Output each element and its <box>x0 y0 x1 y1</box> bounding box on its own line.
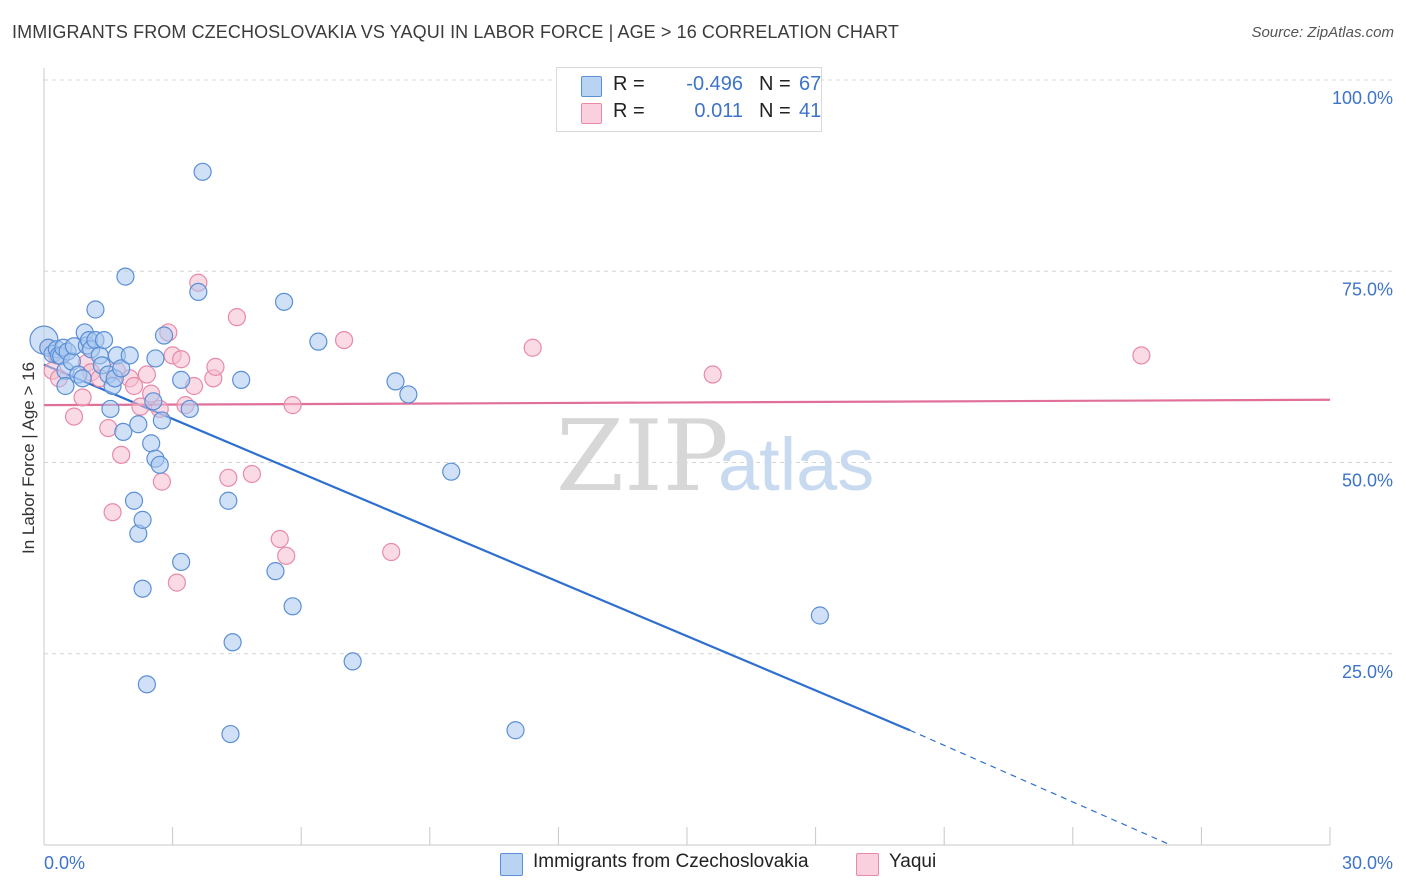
point-yaqui <box>703 365 722 384</box>
point-czechoslovakia <box>150 455 169 474</box>
legend-n-label: N = <box>759 100 791 122</box>
point-yaqui <box>137 365 156 384</box>
point-czechoslovakia <box>137 675 156 694</box>
point-czechoslovakia <box>274 292 294 311</box>
point-czechoslovakia <box>129 415 148 434</box>
point-yaqui <box>219 468 238 487</box>
point-czechoslovakia <box>283 597 302 616</box>
x-tick-label: 0.0% <box>44 853 85 873</box>
grid-lines <box>44 79 1394 655</box>
point-yaqui <box>73 388 92 407</box>
point-czechoslovakia <box>266 562 285 581</box>
point-yaqui <box>334 331 354 350</box>
point-czechoslovakia <box>386 372 405 391</box>
point-yaqui <box>242 464 262 484</box>
y-tick-label: 100.0% <box>1332 88 1393 108</box>
point-yaqui <box>99 418 118 438</box>
point-czechoslovakia <box>94 331 114 350</box>
point-czechoslovakia <box>219 491 238 510</box>
zipatlas-watermark: ZIP atlas <box>556 400 874 514</box>
legend-n-label: N = <box>759 73 791 95</box>
point-czechoslovakia <box>343 652 362 671</box>
point-yaqui <box>227 308 246 327</box>
point-yaqui <box>103 503 122 522</box>
data-points <box>29 162 1151 744</box>
point-czechoslovakia <box>133 510 152 529</box>
point-yaqui <box>270 529 289 549</box>
point-czechoslovakia <box>112 359 131 378</box>
y-tick-label: 25.0% <box>1342 662 1393 682</box>
legend-r-label: R = <box>613 73 645 95</box>
point-czechoslovakia <box>399 385 418 404</box>
axes <box>43 68 1331 846</box>
point-czechoslovakia <box>152 411 171 430</box>
legend-r-label: R = <box>613 100 645 122</box>
point-yaqui <box>382 542 401 562</box>
point-czechoslovakia <box>86 300 105 319</box>
point-czechoslovakia <box>116 267 135 286</box>
y-tick-label: 75.0% <box>1342 279 1393 299</box>
point-yaqui <box>124 376 144 396</box>
point-czechoslovakia <box>223 633 242 652</box>
bottom-legend-label: Yaqui <box>889 851 937 872</box>
bottom-legend-swatch-pink <box>856 853 879 876</box>
axis-labels: 25.0% 50.0% 75.0% 100.0% 0.0% 30.0% In Labor F… <box>19 88 1393 873</box>
point-yaqui <box>172 350 191 369</box>
correlation-legend: R = -0.496 N = 67 R = 0.011 N = 41 <box>556 67 822 132</box>
point-czechoslovakia <box>172 370 191 389</box>
point-czechoslovakia <box>506 721 525 740</box>
trendline-yaqui <box>43 398 1331 407</box>
point-czechoslovakia <box>309 332 328 351</box>
bottom-legend-label: Immigrants from Czechoslovakia <box>533 851 809 872</box>
bottom-legend-swatch-blue <box>500 853 523 876</box>
legend-swatch-pink <box>581 103 602 124</box>
point-czechoslovakia <box>142 434 161 453</box>
legend-r-value: -0.496 <box>686 73 743 95</box>
legend-swatch-blue <box>581 76 602 97</box>
point-czechoslovakia <box>56 376 75 396</box>
point-czechoslovakia <box>154 326 174 345</box>
legend-r-value: 0.011 <box>694 100 743 122</box>
point-czechoslovakia <box>133 579 152 598</box>
y-tick-label: 50.0% <box>1342 471 1393 491</box>
point-czechoslovakia <box>810 606 829 625</box>
y-axis-title: In Labor Force | Age > 16 <box>19 362 38 554</box>
point-czechoslovakia <box>114 422 133 441</box>
point-czechoslovakia <box>442 462 461 481</box>
chart-title: IMMIGRANTS FROM CZECHOSLOVAKIA VS YAQUI … <box>12 22 899 42</box>
watermark-zip: ZIP <box>556 400 729 514</box>
point-czechoslovakia <box>189 282 208 302</box>
legend-n-value: 67 <box>799 73 822 95</box>
point-yaqui <box>112 445 131 464</box>
point-czechoslovakia <box>101 399 120 419</box>
point-czechoslovakia <box>124 491 144 510</box>
point-yaqui <box>64 407 84 426</box>
point-czechoslovakia <box>73 369 92 388</box>
point-yaqui <box>523 338 542 357</box>
legend-n-value: 41 <box>799 100 822 122</box>
point-yaqui <box>152 472 171 491</box>
point-yaqui <box>206 357 225 376</box>
point-yaqui <box>167 573 186 592</box>
point-yaqui <box>283 396 302 415</box>
point-czechoslovakia <box>193 162 212 181</box>
trendline-czechoslovakia <box>43 363 911 732</box>
x-tick-label: 30.0% <box>1342 853 1393 873</box>
chart-source: Source: ZipAtlas.com <box>1251 24 1394 41</box>
point-czechoslovakia <box>232 370 251 389</box>
point-czechoslovakia <box>120 346 139 365</box>
trend-lines <box>43 363 1331 845</box>
point-czechoslovakia <box>180 399 199 419</box>
point-yaqui <box>1132 346 1151 365</box>
point-czechoslovakia <box>172 552 191 572</box>
watermark-atlas: atlas <box>718 423 874 506</box>
point-czechoslovakia <box>146 349 165 368</box>
trendline-czechoslovakia-extension <box>909 729 1168 845</box>
point-yaqui <box>277 546 296 565</box>
point-czechoslovakia <box>144 392 163 411</box>
point-czechoslovakia <box>221 724 240 744</box>
